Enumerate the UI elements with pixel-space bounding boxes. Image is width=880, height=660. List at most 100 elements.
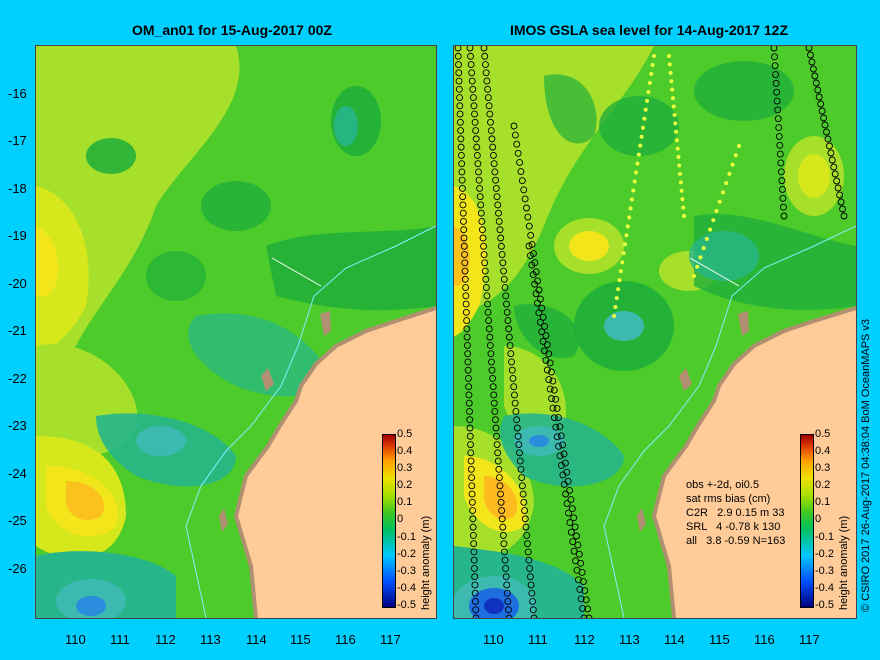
track-marker: [614, 296, 619, 301]
track-marker: [617, 278, 622, 283]
track-marker: [454, 46, 462, 52]
track-marker: [488, 135, 496, 143]
track-marker: [635, 161, 640, 166]
track-marker: [529, 606, 537, 614]
x-tick-label: 112: [155, 632, 176, 647]
track-marker: [476, 193, 484, 201]
track-marker: [499, 259, 507, 267]
track-marker: [539, 313, 547, 321]
obs-info-line: all 3.8 -0.59 N=163: [686, 535, 786, 547]
track-marker: [680, 197, 685, 202]
track-marker: [642, 116, 647, 121]
track-marker: [491, 416, 499, 424]
track-marker: [550, 414, 558, 422]
track-marker: [458, 184, 466, 192]
track-marker: [466, 46, 474, 52]
track-marker: [523, 204, 530, 212]
track-marker: [521, 515, 529, 523]
track-marker: [497, 498, 505, 506]
track-marker: [492, 424, 500, 432]
track-marker: [536, 318, 544, 326]
track-marker: [481, 267, 489, 275]
track-marker: [830, 163, 838, 171]
track-marker: [541, 322, 549, 330]
observation-statistics: obs +-2d, oi0.5 sat rms bias (cm) C2R 2.…: [686, 478, 785, 548]
track-marker: [621, 251, 626, 256]
track-marker: [468, 490, 476, 498]
track-marker: [559, 471, 567, 479]
track-marker: [556, 423, 564, 431]
colorbar-tick-label: 0.4: [815, 445, 831, 457]
track-marker: [576, 585, 584, 593]
track-marker: [563, 500, 571, 507]
track-marker: [820, 114, 828, 122]
track-marker: [455, 69, 463, 77]
x-tick-label: 112: [574, 632, 595, 647]
track-marker: [553, 404, 561, 412]
track-marker: [667, 54, 671, 58]
right-colorbar: [800, 434, 814, 608]
track-marker: [827, 149, 835, 157]
colorbar-tick-label: -0.2: [815, 548, 834, 560]
track-marker: [565, 509, 572, 517]
track-marker: [535, 309, 543, 317]
track-marker: [493, 193, 501, 201]
track-marker: [470, 564, 478, 572]
track-marker: [464, 366, 472, 374]
track-marker: [634, 170, 639, 175]
track-marker: [672, 112, 677, 117]
track-marker: [506, 341, 514, 349]
track-marker: [456, 94, 464, 102]
credit-text: © CSIRO 2017 26-Aug-2017 04:38:04 BoM Oc…: [860, 318, 872, 612]
track-marker: [520, 498, 528, 506]
track-marker: [618, 269, 623, 274]
track-marker: [481, 61, 489, 68]
track-marker: [462, 308, 470, 316]
track-marker: [500, 540, 508, 548]
track-marker: [579, 605, 587, 612]
track-marker: [773, 88, 781, 96]
track-marker: [456, 110, 464, 118]
track-marker: [463, 333, 471, 341]
track-marker: [495, 218, 503, 225]
track-marker: [480, 46, 488, 52]
track-marker: [509, 374, 517, 382]
track-marker: [489, 374, 497, 382]
colorbar-tick-label: 0.3: [397, 462, 413, 474]
track-marker: [542, 332, 550, 340]
track-marker: [779, 194, 787, 202]
track-marker: [577, 595, 585, 603]
track-marker: [584, 605, 592, 613]
track-marker: [497, 490, 504, 498]
track-marker: [471, 581, 479, 589]
track-marker: [525, 242, 533, 250]
track-marker: [457, 151, 465, 159]
track-marker: [470, 556, 478, 564]
track-marker: [470, 102, 478, 110]
track-marker: [704, 236, 709, 241]
track-marker: [507, 350, 515, 358]
track-marker: [457, 127, 465, 135]
track-marker: [562, 490, 570, 498]
track-marker: [455, 85, 463, 93]
track-marker: [487, 350, 495, 358]
track-marker: [730, 162, 735, 167]
track-marker: [646, 89, 651, 94]
y-tick-label: -22: [8, 371, 27, 386]
colorbar-tick-label: -0.4: [397, 582, 416, 594]
track-marker: [701, 246, 706, 251]
track-marker: [514, 432, 522, 440]
track-marker: [650, 62, 655, 67]
track-marker: [652, 54, 656, 58]
track-marker: [484, 94, 492, 102]
track-marker: [458, 168, 466, 176]
track-marker: [812, 79, 820, 87]
track-marker: [475, 176, 483, 184]
track-marker: [463, 341, 471, 349]
track-marker: [487, 118, 494, 126]
track-marker: [457, 143, 465, 151]
track-marker: [647, 80, 652, 85]
track-marker: [455, 61, 462, 68]
track-marker: [638, 143, 643, 148]
track-marker: [548, 368, 555, 376]
